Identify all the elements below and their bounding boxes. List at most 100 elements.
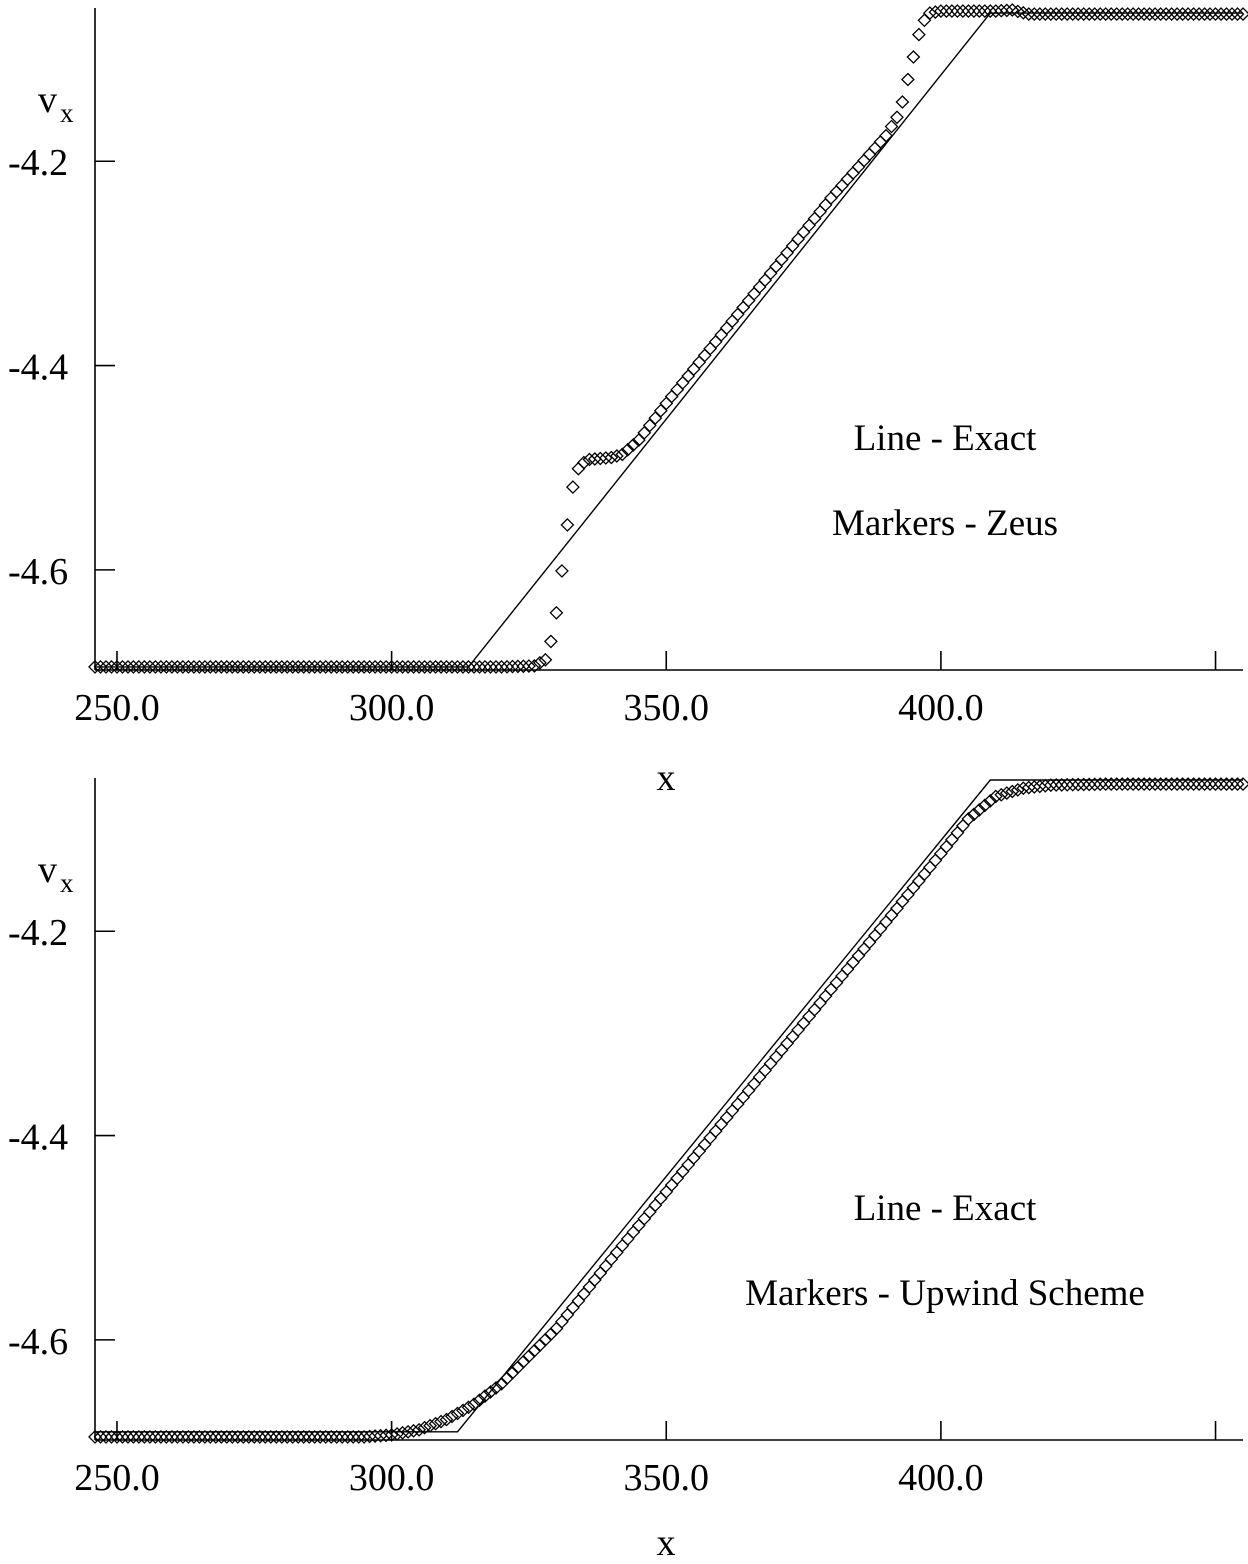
x-tick-label: 250.0 (74, 687, 160, 729)
data-marker (175, 659, 190, 674)
data-marker (637, 1211, 652, 1226)
data-marker (450, 1406, 465, 1421)
data-marker (846, 166, 860, 181)
data-marker (1120, 777, 1135, 792)
data-marker (164, 1429, 179, 1444)
y-tick-label: -4.4 (8, 347, 68, 389)
y-tick-label: -4.2 (8, 142, 68, 184)
data-marker (653, 403, 668, 418)
data-marker (758, 1063, 773, 1078)
data-marker (835, 178, 849, 193)
data-marker (725, 1103, 740, 1118)
data-marker (1054, 777, 1069, 792)
data-marker (467, 1397, 481, 1412)
data-marker (708, 1124, 723, 1139)
data-marker (1049, 7, 1064, 22)
data-marker (88, 659, 102, 674)
data-marker (258, 659, 273, 674)
data-marker (939, 839, 954, 854)
x-tick-label: 350.0 (624, 687, 710, 729)
data-marker (862, 935, 877, 950)
data-marker (1021, 7, 1036, 22)
data-marker (538, 1332, 553, 1347)
data-marker (461, 659, 476, 674)
data-marker (395, 659, 410, 674)
data-marker (324, 1429, 339, 1444)
data-marker (1203, 7, 1217, 22)
data-marker (307, 1429, 322, 1444)
data-marker (148, 1429, 163, 1444)
y-axis-label: v (38, 79, 57, 121)
data-marker (280, 1429, 295, 1444)
data-marker (379, 1428, 394, 1443)
data-marker (994, 3, 1009, 18)
data-marker (879, 915, 893, 929)
data-marker (329, 1429, 344, 1444)
data-marker (1060, 777, 1075, 792)
marker-series (88, 3, 1248, 674)
data-marker (1164, 7, 1179, 22)
data-marker (1082, 777, 1097, 792)
data-marker (890, 110, 904, 125)
data-marker (472, 659, 487, 674)
data-marker (532, 1338, 547, 1353)
data-marker (604, 450, 619, 465)
data-marker (516, 659, 531, 674)
x-tick-label: 300.0 (349, 687, 435, 729)
data-marker (313, 1429, 328, 1444)
data-marker (110, 1429, 124, 1444)
data-marker (362, 1429, 377, 1444)
data-marker (258, 1429, 273, 1444)
data-marker (895, 95, 910, 109)
data-marker (1219, 7, 1234, 22)
data-marker (401, 1424, 416, 1439)
data-marker (554, 563, 569, 578)
data-marker (241, 1429, 256, 1444)
data-marker (296, 1429, 311, 1444)
data-marker (1032, 779, 1047, 794)
data-marker (1016, 781, 1031, 796)
data-marker (417, 659, 432, 674)
data-marker (1192, 7, 1207, 22)
data-marker (1175, 777, 1190, 792)
data-marker (1208, 777, 1223, 792)
data-marker (576, 455, 591, 470)
data-marker (434, 1414, 448, 1429)
data-marker (587, 452, 602, 466)
data-marker (851, 948, 866, 963)
data-marker (846, 955, 860, 970)
data-marker (335, 1429, 350, 1444)
data-marker (604, 1252, 619, 1267)
data-marker (615, 1238, 630, 1253)
data-marker (1170, 7, 1185, 22)
data-marker (335, 659, 350, 674)
data-marker (928, 5, 943, 20)
data-marker (236, 1429, 251, 1444)
data-marker (802, 1009, 817, 1024)
data-marker (840, 172, 855, 187)
data-marker (357, 659, 372, 674)
data-marker (829, 975, 844, 990)
data-marker (791, 232, 806, 247)
data-marker (1148, 7, 1163, 22)
y-tick-label: -4.2 (8, 912, 68, 954)
data-marker (340, 1429, 355, 1444)
data-marker (247, 659, 262, 674)
data-marker (1065, 7, 1080, 22)
data-marker (1203, 777, 1217, 792)
data-marker (1137, 777, 1152, 792)
data-marker (741, 293, 756, 308)
data-marker (148, 659, 163, 674)
data-marker (587, 1273, 602, 1287)
data-marker (181, 659, 196, 674)
data-marker (412, 659, 427, 674)
data-marker (818, 197, 833, 212)
data-marker (390, 1426, 405, 1441)
data-marker (170, 1429, 185, 1444)
data-marker (829, 184, 844, 199)
data-marker (1016, 5, 1031, 20)
data-marker (159, 659, 174, 674)
data-marker (895, 894, 910, 909)
data-marker (439, 1412, 454, 1427)
data-marker (1186, 777, 1201, 792)
